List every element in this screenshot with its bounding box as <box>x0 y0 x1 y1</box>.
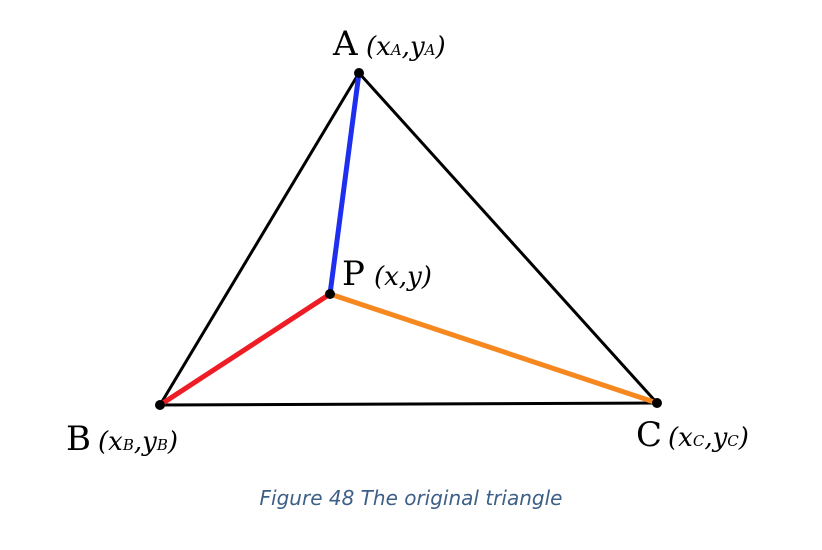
vertex-c-coord: (xC,yC) <box>668 423 749 453</box>
point-p-label: P <box>342 254 365 294</box>
vertex-a-label: A <box>332 24 358 64</box>
vertex-b-point <box>155 400 165 410</box>
vertex-c-label: C <box>636 415 662 455</box>
vertex-a-coord: (xA,yA) <box>366 32 446 62</box>
segment-pa <box>327 72 362 295</box>
figure-caption: Figure 48 The original triangle <box>259 486 563 510</box>
edge-ac <box>357 71 659 405</box>
edge-bc <box>159 401 658 407</box>
vertex-b-coord: (xB,yB) <box>98 427 178 457</box>
point-p <box>325 289 335 299</box>
vertex-b-label: B <box>66 419 91 459</box>
edge-ab <box>158 72 361 406</box>
segment-pc <box>329 291 658 406</box>
vertex-a-point <box>354 68 364 78</box>
vertex-c-point <box>652 398 662 408</box>
point-p-coord: (x,y) <box>374 262 432 292</box>
segment-pb <box>158 291 332 408</box>
